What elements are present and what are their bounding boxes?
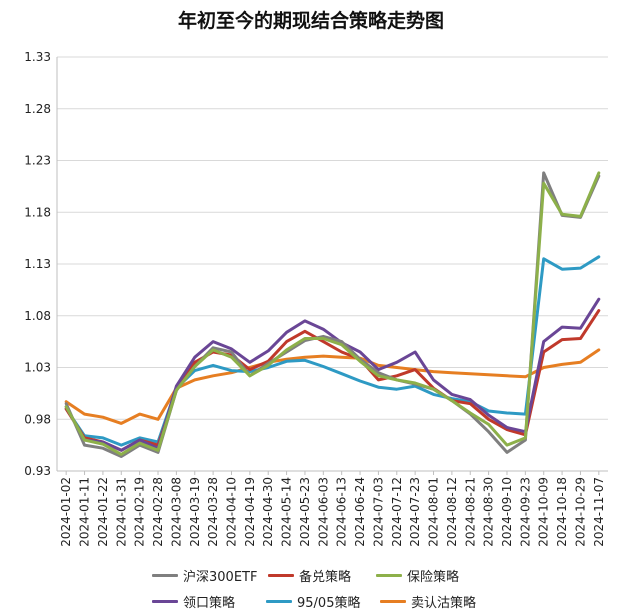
x-tick-label: 2024-04-19 bbox=[243, 477, 257, 547]
x-tick-label: 2024-08-30 bbox=[482, 477, 496, 547]
y-tick-label: 1.33 bbox=[24, 50, 51, 64]
x-axis-tick-labels: 2024-01-02 2024-01-11 2024-01-22 2024-01-31… bbox=[59, 477, 606, 547]
y-tick-label: 1.08 bbox=[24, 309, 51, 323]
x-tick-label: 2024-01-31 bbox=[114, 477, 128, 547]
x-tick-label: 2024-01-22 bbox=[96, 477, 110, 547]
legend-swatch-covered-call bbox=[268, 574, 294, 577]
x-tick-label: 2024-04-10 bbox=[224, 477, 238, 547]
x-tick-label: 2024-06-24 bbox=[353, 477, 367, 547]
y-tick-label: 0.98 bbox=[24, 412, 51, 426]
legend-swatch-short-put bbox=[380, 600, 406, 603]
x-tick-label: 2024-01-02 bbox=[59, 477, 73, 547]
x-tick-label: 2024-04-30 bbox=[261, 477, 275, 547]
series-line-0 bbox=[64, 171, 601, 458]
axes bbox=[56, 57, 608, 475]
y-tick-label: 1.28 bbox=[24, 102, 51, 116]
x-tick-label: 2024-02-28 bbox=[151, 477, 165, 547]
y-axis-tick-labels: 0.93 0.98 1.03 1.08 1.13 1.18 1.23 1.28 1.33 bbox=[24, 50, 51, 478]
x-tick-label: 2024-11-07 bbox=[592, 477, 606, 547]
y-tick-label: 0.93 bbox=[24, 464, 51, 478]
x-tick-label: 2024-10-18 bbox=[555, 477, 569, 547]
legend-label-short-put: 卖认沽策略 bbox=[411, 596, 477, 611]
x-tick-label: 2024-07-12 bbox=[390, 477, 404, 547]
series-lines bbox=[64, 171, 601, 458]
x-tick-label: 2024-06-13 bbox=[335, 477, 349, 547]
legend-swatch-collar bbox=[152, 600, 178, 603]
x-tick-label: 2024-02-19 bbox=[133, 477, 147, 547]
legend-item-protective-put: 保险策略 bbox=[376, 566, 459, 585]
series-line-4 bbox=[64, 255, 601, 447]
legend-item-hs300: 沪深300ETF bbox=[152, 566, 257, 585]
legend-item-short-put: 卖认沽策略 bbox=[380, 592, 476, 611]
y-tick-label: 1.13 bbox=[24, 257, 51, 271]
x-tick-label: 2024-01-11 bbox=[78, 477, 92, 547]
x-tick-label: 2024-09-23 bbox=[518, 477, 532, 547]
x-tick-label: 2024-06-03 bbox=[316, 477, 330, 547]
legend-swatch-hs300 bbox=[152, 574, 178, 577]
y-tick-label: 1.23 bbox=[24, 154, 51, 168]
y-tick-label: 1.18 bbox=[24, 205, 51, 219]
x-tick-label: 2024-03-08 bbox=[169, 477, 183, 547]
legend-item-95-05: 95/05策略 bbox=[266, 592, 360, 611]
x-tick-label: 2024-08-12 bbox=[445, 477, 459, 547]
legend-label-hs300: 沪深300ETF bbox=[183, 570, 258, 585]
series-line-3 bbox=[64, 297, 601, 452]
x-tick-label: 2024-09-10 bbox=[500, 477, 514, 547]
series-line-1 bbox=[64, 309, 601, 452]
legend-label-collar: 领口策略 bbox=[183, 596, 236, 611]
legend-row-2: 领口策略 95/05策略 卖认沽策略 bbox=[0, 592, 622, 611]
chart-title: 年初至今的期现结合策略走势图 bbox=[177, 10, 444, 32]
legend-label-protective-put: 保险策略 bbox=[407, 570, 460, 585]
x-tick-label: 2024-10-29 bbox=[573, 477, 587, 547]
series-line-5 bbox=[64, 348, 601, 425]
legend-swatch-protective-put bbox=[376, 574, 402, 577]
x-tick-label: 2024-07-23 bbox=[408, 477, 422, 547]
x-tick-label: 2024-08-01 bbox=[427, 477, 441, 547]
x-tick-label: 2024-08-21 bbox=[463, 477, 477, 547]
legend-label-covered-call: 备兑策略 bbox=[299, 570, 352, 585]
x-tick-label: 2024-05-23 bbox=[298, 477, 312, 547]
x-tick-label: 2024-05-14 bbox=[280, 477, 294, 547]
legend-item-covered-call: 备兑策略 bbox=[268, 566, 351, 585]
legend-swatch-95-05 bbox=[266, 600, 292, 603]
x-tick-label: 2024-07-03 bbox=[371, 477, 385, 547]
x-tick-label: 2024-03-28 bbox=[206, 477, 220, 547]
x-tick-label: 2024-03-19 bbox=[188, 477, 202, 547]
series-line-2 bbox=[64, 171, 601, 456]
legend-label-95-05: 95/05策略 bbox=[297, 596, 361, 611]
y-tick-label: 1.03 bbox=[24, 361, 51, 375]
legend-row-1: 沪深300ETF 备兑策略 保险策略 bbox=[0, 566, 622, 585]
x-tick-label: 2024-10-09 bbox=[537, 477, 551, 547]
legend-item-collar: 领口策略 bbox=[152, 592, 235, 611]
